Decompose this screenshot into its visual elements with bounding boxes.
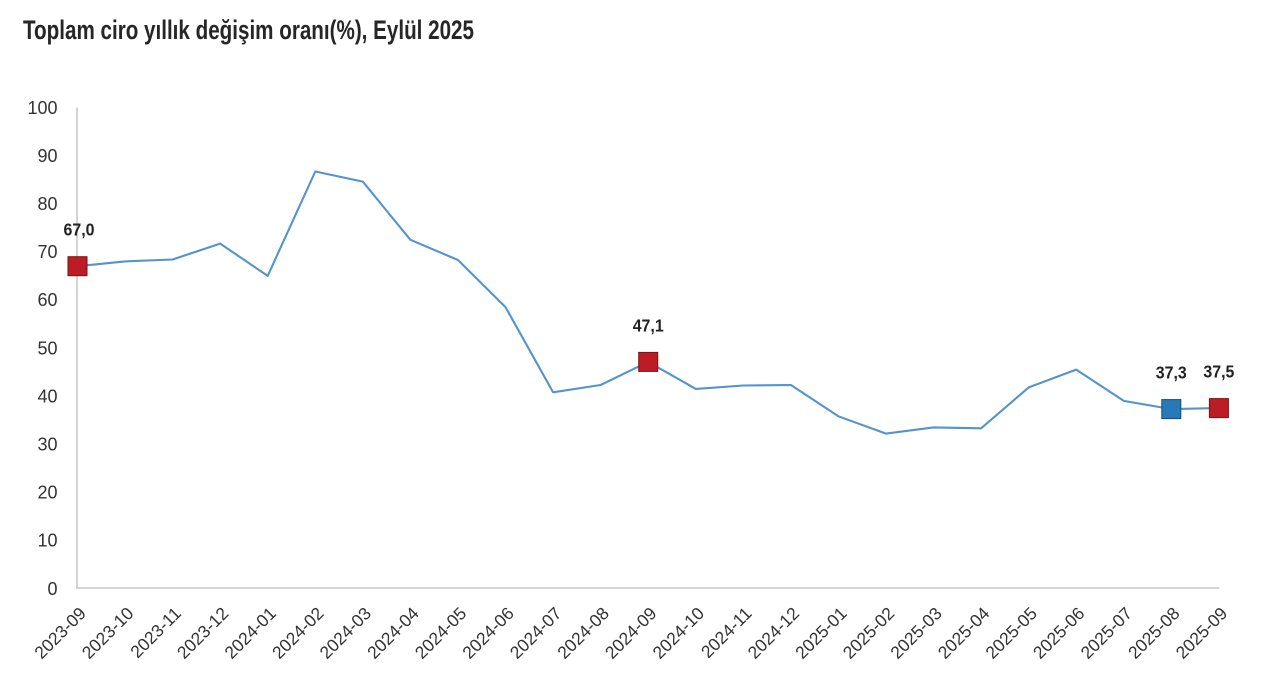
svg-text:37,5: 37,5	[1203, 362, 1234, 382]
svg-text:90: 90	[37, 146, 57, 166]
svg-text:40: 40	[37, 386, 57, 406]
svg-text:50: 50	[37, 338, 57, 358]
svg-text:60: 60	[37, 290, 57, 310]
svg-text:10: 10	[37, 531, 57, 551]
svg-text:37,3: 37,3	[1156, 363, 1187, 383]
svg-text:47,1: 47,1	[633, 315, 664, 335]
svg-text:70: 70	[37, 242, 57, 262]
svg-text:67,0: 67,0	[64, 220, 95, 240]
svg-text:100: 100	[27, 98, 57, 118]
svg-text:20: 20	[37, 483, 57, 503]
svg-text:30: 30	[37, 435, 57, 455]
svg-text:80: 80	[37, 194, 57, 214]
svg-text:0: 0	[47, 579, 57, 599]
svg-text:Toplam ciro yıllık değişim ora: Toplam ciro yıllık değişim oranı(%), Eyl…	[23, 15, 474, 45]
